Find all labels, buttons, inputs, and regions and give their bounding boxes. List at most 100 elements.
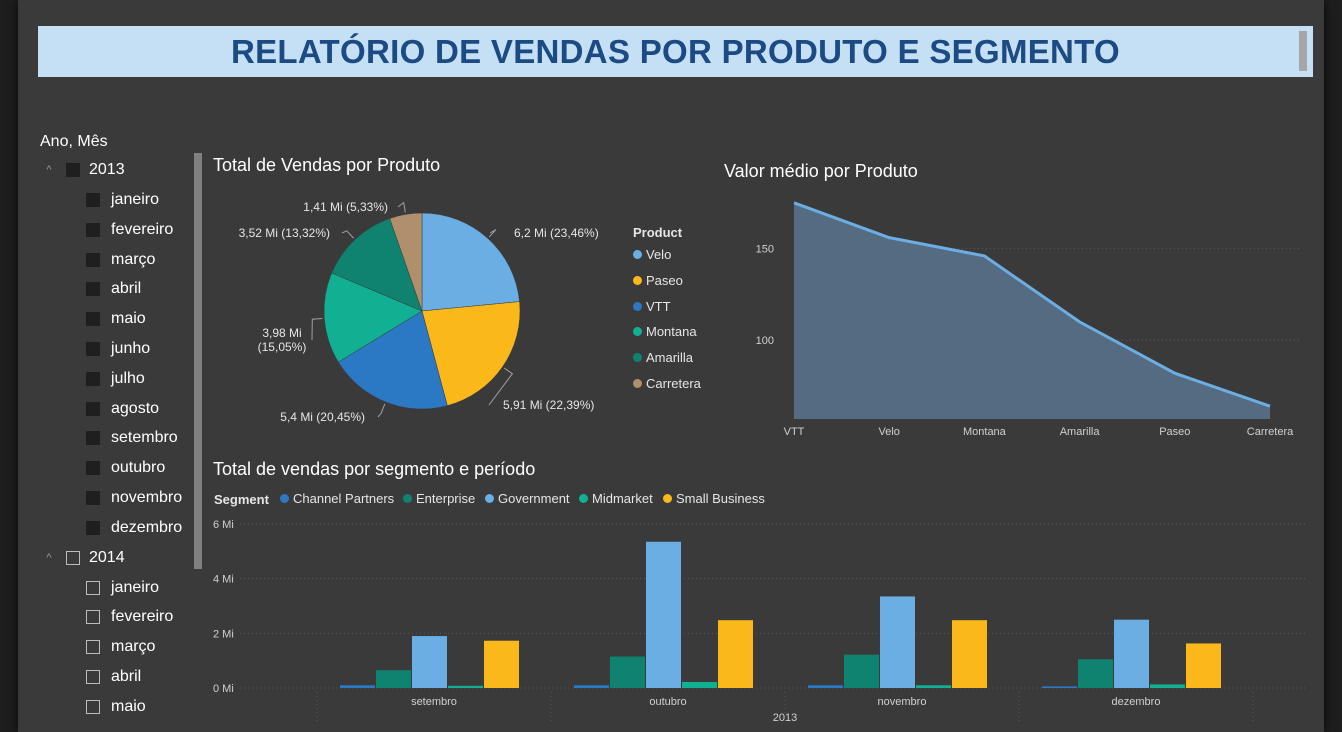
month-checkbox[interactable] — [86, 342, 100, 356]
bar-ytick-label: 6 Mi — [213, 519, 234, 531]
pie-legend-item-paseo[interactable]: Paseo — [633, 273, 683, 288]
bar-legend-item-channel-partners[interactable]: Channel Partners — [280, 491, 394, 506]
bar-midmarket-novembro[interactable] — [916, 685, 951, 688]
bar-legend-item-enterprise[interactable]: Enterprise — [403, 491, 475, 506]
year-checkbox[interactable] — [66, 163, 80, 177]
slicer-scrollbar[interactable] — [194, 153, 202, 569]
month-checkbox[interactable] — [86, 520, 100, 535]
month-checkbox[interactable] — [86, 640, 100, 655]
slicer-month-item[interactable]: janeiro — [86, 577, 159, 599]
month-checkbox[interactable] — [86, 699, 100, 714]
bar-legend-item-government[interactable]: Government — [485, 491, 570, 506]
month-label: agosto — [111, 399, 160, 417]
pie-legend-item-amarilla[interactable]: Amarilla — [633, 350, 693, 365]
area-xtick-label: Velo — [878, 426, 899, 438]
bar-chart-title: Total de vendas por segmento e período — [213, 459, 536, 479]
slicer-year-2013[interactable]: ^ 2013 — [40, 159, 124, 181]
slicer-month-item[interactable]: março — [86, 636, 155, 658]
slicer-month-item[interactable]: maio — [86, 696, 146, 718]
bar-government-dezembro[interactable] — [1114, 619, 1149, 688]
month-checkbox[interactable] — [86, 580, 100, 595]
bar-small-business-dezembro[interactable] — [1186, 643, 1221, 688]
month-checkbox[interactable] — [86, 282, 100, 297]
pie-slice-velo[interactable] — [421, 212, 520, 312]
month-checkbox[interactable] — [86, 312, 100, 327]
year-label: 2014 — [89, 548, 125, 566]
pie-data-label: 5,4 Mi (20,45%) — [280, 410, 365, 424]
pie-slice-vtt[interactable] — [338, 310, 448, 410]
month-checkbox[interactable] — [86, 461, 100, 476]
collapse-chevron-icon[interactable]: ^ — [46, 551, 52, 564]
bar-small-business-setembro[interactable] — [484, 640, 519, 688]
month-label: maio — [111, 310, 146, 328]
month-label: junho — [111, 340, 151, 357]
month-label: janeiro — [111, 578, 160, 596]
pie-slice-carretera[interactable] — [389, 212, 423, 312]
bar-xtick-label: dezembro — [1112, 696, 1161, 708]
bar-legend-item-midmarket[interactable]: Midmarket — [579, 491, 653, 506]
bar-small-business-outubro[interactable] — [718, 620, 753, 688]
pie-legend-item-vtt[interactable]: VTT — [633, 299, 671, 314]
month-checkbox[interactable] — [86, 252, 100, 267]
bar-midmarket-dezembro[interactable] — [1150, 684, 1185, 688]
month-checkbox[interactable] — [86, 193, 100, 207]
slicer-month-item[interactable]: setembro — [86, 427, 178, 449]
pie-data-label: 3,98 Mi (15,05%) — [258, 326, 307, 354]
pie-legend-item-montana[interactable]: Montana — [633, 324, 697, 339]
slicer-year-2014[interactable]: ^ 2014 — [40, 547, 125, 569]
bar-government-outubro[interactable] — [646, 541, 681, 688]
bar-enterprise-dezembro[interactable] — [1078, 659, 1113, 688]
bar-enterprise-outubro[interactable] — [610, 656, 645, 688]
bar-midmarket-setembro[interactable] — [448, 685, 483, 688]
slicer-month-item[interactable]: novembro — [86, 487, 182, 509]
bar-midmarket-outubro[interactable] — [682, 681, 717, 688]
month-checkbox[interactable] — [86, 491, 100, 505]
slicer-month-item[interactable]: dezembro — [86, 517, 182, 539]
slicer-month-item[interactable]: abril — [86, 278, 141, 300]
legend-dot-icon — [403, 494, 412, 503]
month-checkbox[interactable] — [86, 610, 100, 625]
bar-channel-partners-novembro[interactable] — [808, 685, 843, 688]
bar-enterprise-novembro[interactable] — [844, 654, 879, 688]
legend-dot-icon — [633, 327, 642, 337]
bar-channel-partners-dezembro[interactable] — [1042, 686, 1077, 688]
area-xtick-label: VTT — [784, 426, 805, 438]
legend-label: Enterprise — [416, 491, 476, 506]
collapse-chevron-icon[interactable]: ^ — [46, 164, 52, 176]
area-xtick-label: Montana — [963, 426, 1007, 438]
month-checkbox[interactable] — [86, 371, 100, 386]
slicer-month-item[interactable]: março — [86, 249, 155, 271]
slicer-month-item[interactable]: janeiro — [86, 189, 159, 211]
area-line[interactable] — [793, 201, 1271, 408]
title-scroll-handle[interactable] — [1299, 31, 1307, 71]
month-checkbox[interactable] — [86, 222, 100, 237]
bar-government-novembro[interactable] — [880, 596, 915, 688]
bar-xtick-label: outubro — [649, 696, 686, 708]
pie-slice-montana[interactable] — [323, 272, 423, 363]
slicer-month-item[interactable]: fevereiro — [86, 606, 173, 628]
pie-legend-item-velo[interactable]: Velo — [633, 247, 671, 262]
slicer-month-item[interactable]: abril — [86, 666, 141, 688]
slicer-month-item[interactable]: junho — [86, 338, 150, 360]
slicer-month-item[interactable]: agosto — [86, 398, 159, 420]
bar-government-setembro[interactable] — [412, 636, 447, 688]
slicer-month-item[interactable]: fevereiro — [86, 219, 173, 241]
month-checkbox[interactable] — [86, 431, 100, 446]
bar-small-business-novembro[interactable] — [952, 620, 987, 688]
slicer-month-item[interactable]: outubro — [86, 457, 165, 479]
pie-slice-paseo[interactable] — [421, 301, 521, 406]
month-label: novembro — [111, 489, 183, 506]
slicer-month-item[interactable]: maio — [86, 308, 146, 330]
bar-enterprise-setembro[interactable] — [376, 670, 411, 688]
month-checkbox[interactable] — [86, 670, 100, 684]
bar-channel-partners-outubro[interactable] — [574, 685, 609, 688]
pie-legend-item-carretera[interactable]: Carretera — [633, 376, 701, 391]
bar-xtick-label: novembro — [878, 696, 927, 708]
month-checkbox[interactable] — [86, 401, 100, 416]
year-checkbox[interactable] — [66, 550, 80, 565]
slicer-month-item[interactable]: julho — [86, 368, 145, 390]
pie-slice-amarilla[interactable] — [331, 218, 423, 312]
bar-legend-item-small-business[interactable]: Small Business — [663, 491, 765, 506]
bar-channel-partners-setembro[interactable] — [340, 685, 375, 688]
legend-dot-icon — [485, 494, 494, 503]
